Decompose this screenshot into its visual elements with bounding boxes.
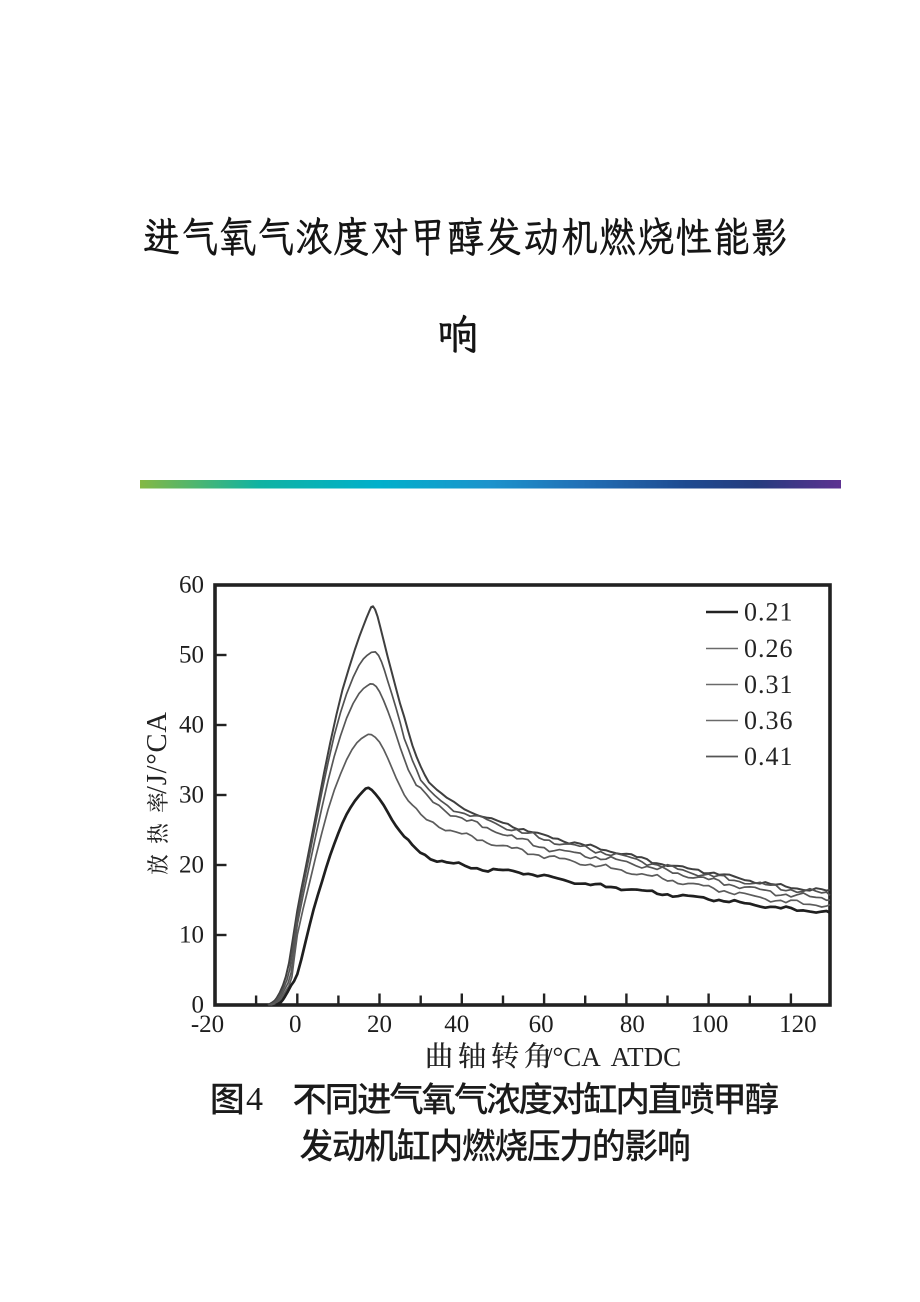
svg-text:/J/°CA: /J/°CA [142, 711, 173, 794]
svg-text:60: 60 [179, 572, 204, 599]
svg-text:120: 120 [779, 1011, 817, 1038]
svg-text:0.41: 0.41 [744, 742, 794, 771]
svg-text:40: 40 [179, 712, 204, 739]
svg-text:20: 20 [367, 1011, 392, 1038]
svg-text:30: 30 [179, 782, 204, 809]
svg-text:50: 50 [179, 642, 204, 669]
svg-text:0.21: 0.21 [744, 598, 794, 627]
svg-text:4: 4 [246, 1081, 263, 1118]
svg-text:0: 0 [289, 1011, 302, 1038]
svg-text:10: 10 [179, 922, 204, 949]
svg-text:40: 40 [444, 1011, 469, 1038]
svg-text:0.36: 0.36 [744, 706, 794, 735]
svg-text:0.31: 0.31 [744, 670, 794, 699]
svg-text:/°CA ATDC: /°CA ATDC [545, 1042, 681, 1072]
svg-text:-20: -20 [191, 1011, 224, 1038]
svg-text:20: 20 [179, 852, 204, 879]
svg-text:0.26: 0.26 [744, 634, 794, 663]
svg-text:100: 100 [691, 1011, 729, 1038]
svg-text:0: 0 [192, 992, 205, 1019]
svg-text:80: 80 [620, 1011, 645, 1038]
svg-text:60: 60 [529, 1011, 554, 1038]
